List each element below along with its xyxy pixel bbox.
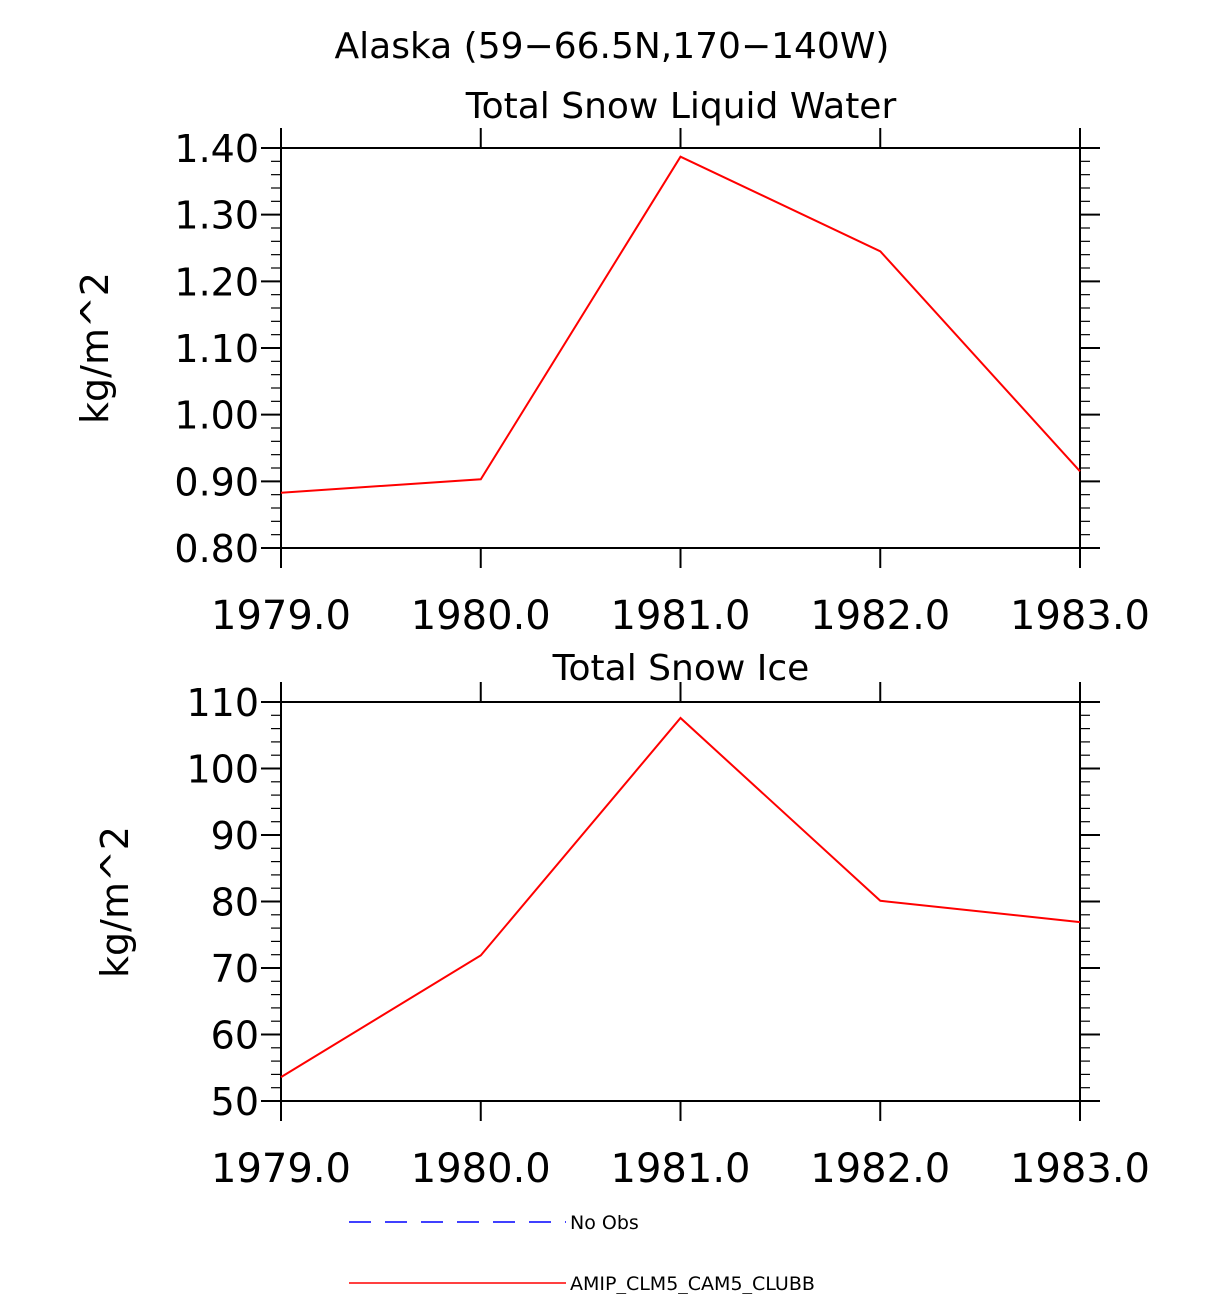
panel-title-1: Total Snow Liquid Water: [465, 86, 897, 127]
plot-frame-2: [280, 701, 1081, 1102]
series-line: [280, 155, 1081, 494]
x-tick-label: 1979.0: [211, 593, 351, 639]
legend-label: No Obs: [570, 1212, 639, 1234]
x-tick-label: 1983.0: [1010, 593, 1150, 639]
y-tick-label: 1.40: [174, 127, 259, 171]
data-point: [880, 900, 881, 901]
legend-label: AMIP_CLM5_CAM5_CLUBB: [570, 1273, 815, 1294]
data-point: [281, 492, 282, 493]
x-tick-label: 1983.0: [1010, 1146, 1150, 1192]
y-tick-label: 50: [211, 1080, 259, 1124]
series-line: [280, 716, 1081, 1078]
data-point: [1080, 922, 1081, 923]
y-tick-label: 100: [186, 748, 259, 792]
y-tick-label: 1.10: [174, 327, 259, 371]
y-tick-label: 1.00: [174, 394, 259, 438]
y-tick-label: 80: [211, 881, 259, 925]
x-tick-label: 1980.0: [411, 593, 551, 639]
x-tick-label: 1981.0: [611, 593, 751, 639]
plot-frame-1: [280, 147, 1081, 549]
y-axis-label: kg/m^2: [73, 272, 117, 424]
x-tick-label: 1982.0: [810, 593, 950, 639]
x-tick-label: 1980.0: [411, 1146, 551, 1192]
y-tick-label: 0.80: [174, 527, 259, 571]
y-tick-label: 110: [186, 681, 259, 725]
data-point: [680, 717, 681, 718]
data-point: [1080, 471, 1081, 472]
y-tick-label: 1.20: [174, 260, 259, 304]
y-tick-label: 60: [211, 1014, 259, 1058]
data-point: [480, 955, 481, 956]
data-point: [281, 1077, 282, 1078]
y-axis-label: kg/m^2: [93, 826, 137, 978]
data-point: [880, 251, 881, 252]
data-point: [480, 479, 481, 480]
y-tick-label: 90: [211, 814, 259, 858]
y-tick-label: 70: [211, 947, 259, 991]
figure-title: Alaska (59−66.5N,170−140W): [335, 26, 890, 67]
x-tick-label: 1979.0: [211, 1146, 351, 1192]
x-tick-label: 1981.0: [611, 1146, 751, 1192]
x-tick-label: 1982.0: [810, 1146, 950, 1192]
y-tick-label: 1.30: [174, 194, 259, 238]
data-point: [680, 156, 681, 157]
y-tick-label: 0.90: [174, 460, 259, 504]
